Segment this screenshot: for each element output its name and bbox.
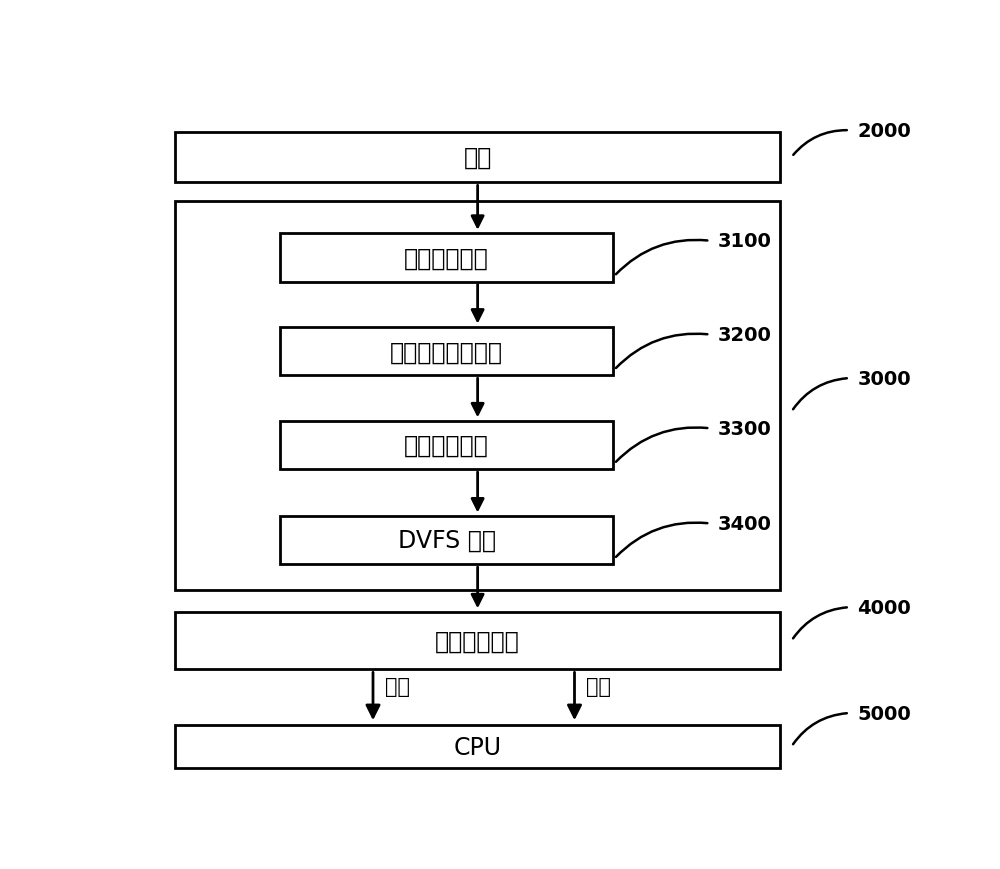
Bar — [280, 328, 613, 376]
Text: 3200: 3200 — [718, 326, 772, 345]
Text: 工作负载监测单元: 工作负载监测单元 — [390, 340, 503, 364]
Bar — [280, 421, 613, 469]
Bar — [175, 613, 780, 669]
Text: 电压: 电压 — [586, 676, 611, 696]
Text: 策略控制单元: 策略控制单元 — [404, 434, 489, 457]
Bar — [280, 234, 613, 282]
Bar — [280, 516, 613, 565]
Bar — [175, 133, 780, 182]
Text: 时钟: 时钟 — [385, 676, 410, 696]
Text: 4000: 4000 — [857, 598, 911, 617]
Text: 3100: 3100 — [718, 232, 772, 251]
Text: 电源管理单元: 电源管理单元 — [435, 629, 520, 653]
Text: 调度管理单元: 调度管理单元 — [404, 246, 489, 270]
Text: 3300: 3300 — [718, 420, 772, 438]
Text: 3400: 3400 — [718, 514, 772, 534]
Bar — [175, 725, 780, 768]
Bar — [175, 202, 780, 590]
Text: 5000: 5000 — [857, 704, 911, 723]
Text: 应用: 应用 — [464, 146, 492, 169]
Text: DVFS 驱动: DVFS 驱动 — [398, 528, 496, 553]
Text: CPU: CPU — [454, 734, 502, 759]
Text: 3000: 3000 — [857, 369, 911, 388]
Text: 2000: 2000 — [857, 122, 911, 141]
